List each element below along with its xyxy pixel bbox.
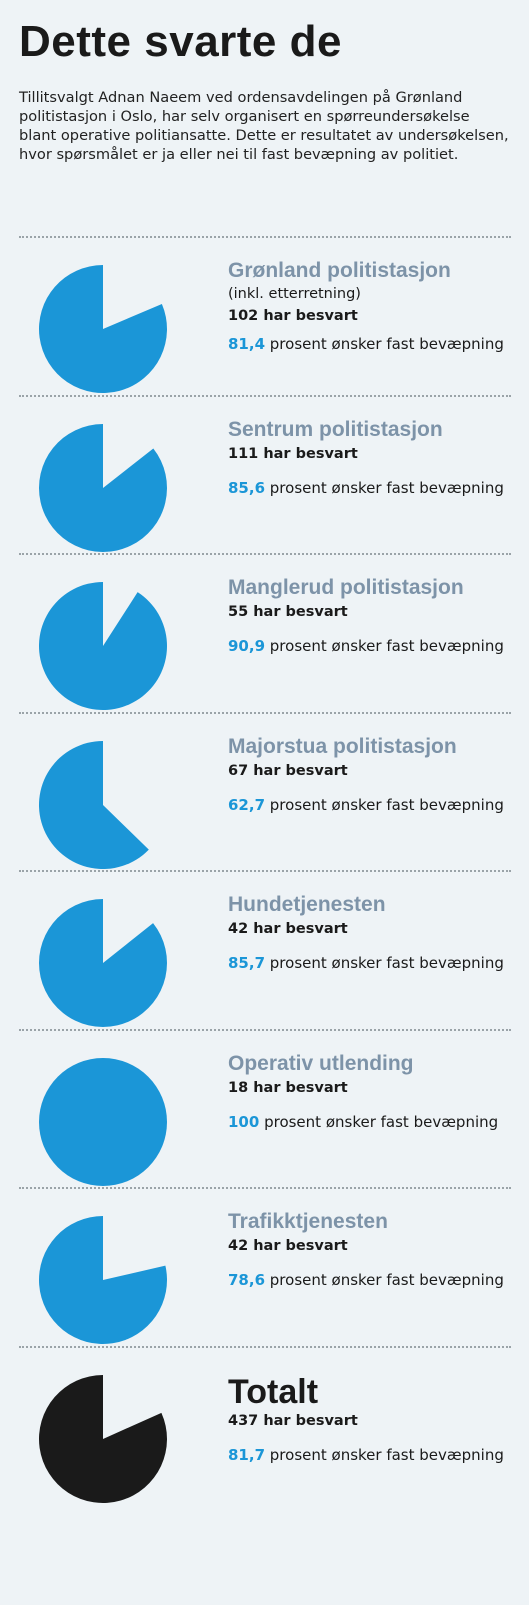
percent-line: 81,4 prosent ønsker fast bevæpning	[228, 331, 518, 357]
station-note: (inkl. etterretning)	[228, 286, 361, 302]
total-section: Totalt 437 har besvart 81,7 prosent ønsker…	[0, 1348, 529, 1510]
station-info: Sentrum politistasjon 111 har besvart 85,6…	[228, 417, 518, 501]
total-title: Totalt	[228, 1372, 319, 1411]
percent-line: 81,7 prosent ønsker fast bevæpning	[228, 1442, 518, 1468]
percent-value: 85,7	[228, 954, 266, 972]
station-section: Hundetjenesten 42 har besvart 85,7 prosent…	[0, 872, 529, 1034]
pie-slice	[39, 1057, 167, 1186]
section-divider	[19, 236, 511, 238]
pie-chart	[38, 423, 167, 552]
section-divider	[19, 870, 511, 872]
pie-chart	[38, 740, 149, 869]
pie-slice	[38, 1374, 167, 1503]
intro-text: Tillitsvalgt Adnan Naeem ved ordensavdel…	[19, 89, 509, 163]
percent-value: 81,4	[228, 335, 266, 353]
section-divider	[19, 553, 511, 555]
pie-slice	[38, 423, 167, 552]
section-divider	[19, 1345, 511, 1348]
pie-chart	[39, 1057, 167, 1186]
percent-label: prosent ønsker fast bevæpning	[265, 795, 504, 814]
station-section: Majorstua politistasjon 67 har besvart 62,…	[0, 714, 529, 876]
respondent-count: 111 har besvart	[228, 445, 358, 462]
section-divider	[19, 711, 511, 714]
respondent-count: 42 har besvart	[228, 1238, 348, 1254]
percent-value: 85,6	[228, 478, 266, 497]
percent-label: prosent ønsker fast bevæpning	[265, 1445, 504, 1464]
percent-line: 85,6 prosent ønsker fast bevæpning	[228, 475, 518, 501]
percent-label: prosent ønsker fast bevæpning	[265, 478, 504, 497]
pie-slice	[38, 1216, 167, 1344]
respondent-count: 102 har besvart	[228, 308, 358, 324]
station-section: Trafikktjenesten 42 har besvart 78,6 prose…	[0, 1189, 529, 1351]
station-section: Operativ utlending 18 har besvart 100 pros…	[0, 1031, 529, 1193]
station-name: Trafikktjenesten	[228, 1210, 388, 1233]
station-section: Grønland politistasjon (inkl. etterretnin…	[0, 238, 529, 400]
station-info: Trafikktjenesten 42 har besvart 78,6 prose…	[228, 1209, 518, 1293]
pie-chart	[38, 1374, 167, 1503]
percent-line: 85,7 prosent ønsker fast bevæpning	[228, 950, 518, 976]
percent-line: 62,7 prosent ønsker fast bevæpning	[228, 792, 518, 818]
respondent-count: 18 har besvart	[228, 1079, 348, 1096]
station-name: Sentrum politistasjon	[228, 417, 443, 441]
station-name: Operativ utlending	[228, 1051, 414, 1075]
pie-slice	[38, 899, 167, 1027]
station-info: Manglerud politistasjon 55 har besvart 90,…	[228, 575, 518, 659]
pie-chart	[38, 899, 167, 1027]
percent-label: prosent ønsker fast bevæpning	[265, 1271, 504, 1289]
station-name: Majorstua politistasjon	[228, 734, 457, 758]
station-info: Operativ utlending 18 har besvart 100 pros…	[228, 1051, 518, 1135]
station-info: Grønland politistasjon (inkl. etterretnin…	[228, 258, 518, 357]
percent-line: 90,9 prosent ønsker fast bevæpning	[228, 633, 518, 659]
respondent-count: 67 har besvart	[228, 762, 348, 779]
station-section: Sentrum politistasjon 111 har besvart 85,6…	[0, 397, 529, 559]
station-info: Totalt 437 har besvart 81,7 prosent ønsker…	[228, 1374, 518, 1468]
percent-value: 90,9	[228, 637, 266, 655]
section-divider	[19, 1187, 511, 1189]
station-section: Manglerud politistasjon 55 har besvart 90,…	[0, 555, 529, 717]
respondent-count: 42 har besvart	[228, 921, 348, 937]
percent-line: 100 prosent ønsker fast bevæpning	[228, 1109, 518, 1135]
pie-chart	[38, 1216, 167, 1344]
pie-chart	[38, 582, 167, 710]
section-divider	[19, 1028, 511, 1031]
percent-value: 81,7	[228, 1445, 266, 1464]
respondent-count: 55 har besvart	[228, 604, 348, 620]
pie-slice	[38, 265, 167, 393]
percent-label: prosent ønsker fast bevæpning	[265, 637, 504, 655]
station-info: Majorstua politistasjon 67 har besvart 62,…	[228, 734, 518, 818]
percent-value: 62,7	[228, 795, 266, 814]
pie-slice	[38, 582, 167, 710]
section-divider	[19, 394, 511, 397]
station-name: Hundetjenesten	[228, 893, 386, 916]
percent-line: 78,6 prosent ønsker fast bevæpning	[228, 1267, 518, 1293]
percent-value: 78,6	[228, 1271, 266, 1289]
percent-label: prosent ønsker fast bevæpning	[265, 954, 504, 972]
percent-label: prosent ønsker fast bevæpning	[265, 335, 504, 353]
respondent-count: 437 har besvart	[228, 1412, 358, 1429]
pie-slice	[38, 740, 149, 869]
station-name: Grønland politistasjon	[228, 259, 451, 282]
page-title: Dette svarte de	[19, 17, 342, 66]
percent-label: prosent ønsker fast bevæpning	[259, 1112, 499, 1131]
station-info: Hundetjenesten 42 har besvart 85,7 prosent…	[228, 892, 518, 976]
pie-chart	[38, 265, 167, 393]
percent-value: 100	[228, 1112, 260, 1131]
station-name: Manglerud politistasjon	[228, 576, 464, 599]
